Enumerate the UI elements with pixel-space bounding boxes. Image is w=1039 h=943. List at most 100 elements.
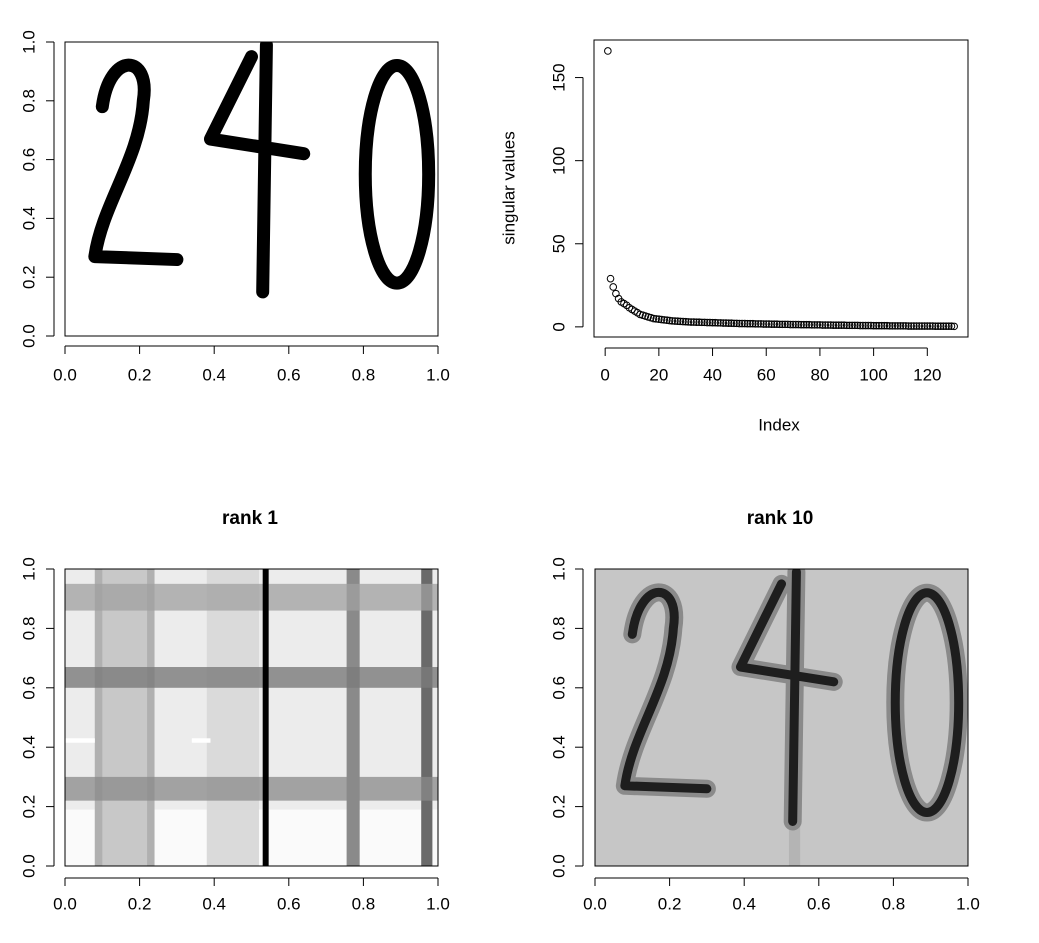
x-tick-label: 0.2 [128,894,152,913]
point [786,320,795,329]
point [716,319,725,327]
point [789,320,797,329]
x-tick-label: 120 [913,365,941,384]
y-tick-label: 0.2 [549,795,568,819]
point [689,318,698,326]
point [902,322,910,330]
panel-title: rank 10 [747,508,814,529]
point [856,321,864,330]
point [719,319,728,327]
y-axis-label: singular values [499,131,518,244]
point [885,322,894,330]
point [834,321,843,329]
point [923,322,932,330]
point [837,321,846,329]
point [824,321,832,329]
y-tick-label: 50 [549,234,568,253]
point [926,322,934,330]
point [848,321,856,330]
point [893,322,902,330]
point [851,321,859,330]
x-tick-label: 0.0 [583,894,607,913]
point [706,318,714,327]
point [751,320,760,328]
y-tick-label: 1.0 [19,30,38,54]
point [657,315,666,324]
point [845,321,854,330]
y-tick-label: 1.0 [19,557,38,581]
point [681,317,690,326]
point [791,320,800,329]
y-tick-label: 0 [549,322,568,331]
x-tick-label: 1.0 [426,894,450,913]
point [880,321,889,330]
point [703,318,711,327]
x-tick-label: 100 [859,365,887,384]
point [808,321,816,329]
point [797,320,805,329]
x-tick-label: 0.2 [128,365,152,384]
point [665,316,674,325]
point [818,321,827,329]
plot-box [64,568,439,867]
point [692,318,701,327]
point [684,318,693,326]
point [950,322,958,331]
point [842,321,851,330]
y-tick-label: 0.2 [19,795,38,819]
y-tick-label: 0.8 [19,617,38,641]
x-tick-label: 80 [810,365,829,384]
point [778,320,787,329]
point [883,321,891,330]
y-tick-label: 0.8 [549,617,568,641]
point [738,319,746,328]
point [907,322,915,330]
point [759,320,768,328]
x-tick-label: 0.0 [53,365,77,384]
y-tick-label: 0.6 [549,676,568,700]
point [722,319,730,327]
point [896,322,905,330]
point [904,322,913,330]
point [942,322,950,330]
y-tick-label: 1.0 [549,557,568,581]
point [770,320,779,329]
point [765,320,773,328]
point [832,321,840,329]
point [773,320,781,329]
point [794,320,803,329]
point [853,321,862,330]
point [912,322,921,330]
x-tick-label: 40 [703,365,722,384]
point [740,319,749,328]
y-tick-label: 100 [549,146,568,174]
image-original [65,42,438,336]
point [767,320,776,329]
point [867,321,875,330]
point [714,319,722,327]
point [910,322,918,330]
point [671,317,679,325]
point [757,320,765,328]
x-tick-label: 1.0 [426,365,450,384]
y-tick-label: 0.8 [19,89,38,113]
image-rank-1 [65,569,438,866]
point [676,317,685,326]
point [727,319,736,328]
point [735,319,744,328]
x-tick-label: 0.4 [202,894,226,913]
point [700,318,709,327]
y-tick-label: 0.6 [19,148,38,172]
x-tick-label: 0.8 [882,894,906,913]
point [816,321,824,329]
x-tick-label: 0.6 [277,894,301,913]
point [859,321,867,330]
point [928,322,937,330]
x-tick-label: 0 [600,365,609,384]
point [724,319,733,328]
point [805,320,813,329]
point [891,322,899,330]
point [663,316,671,325]
plot-box [594,568,969,867]
